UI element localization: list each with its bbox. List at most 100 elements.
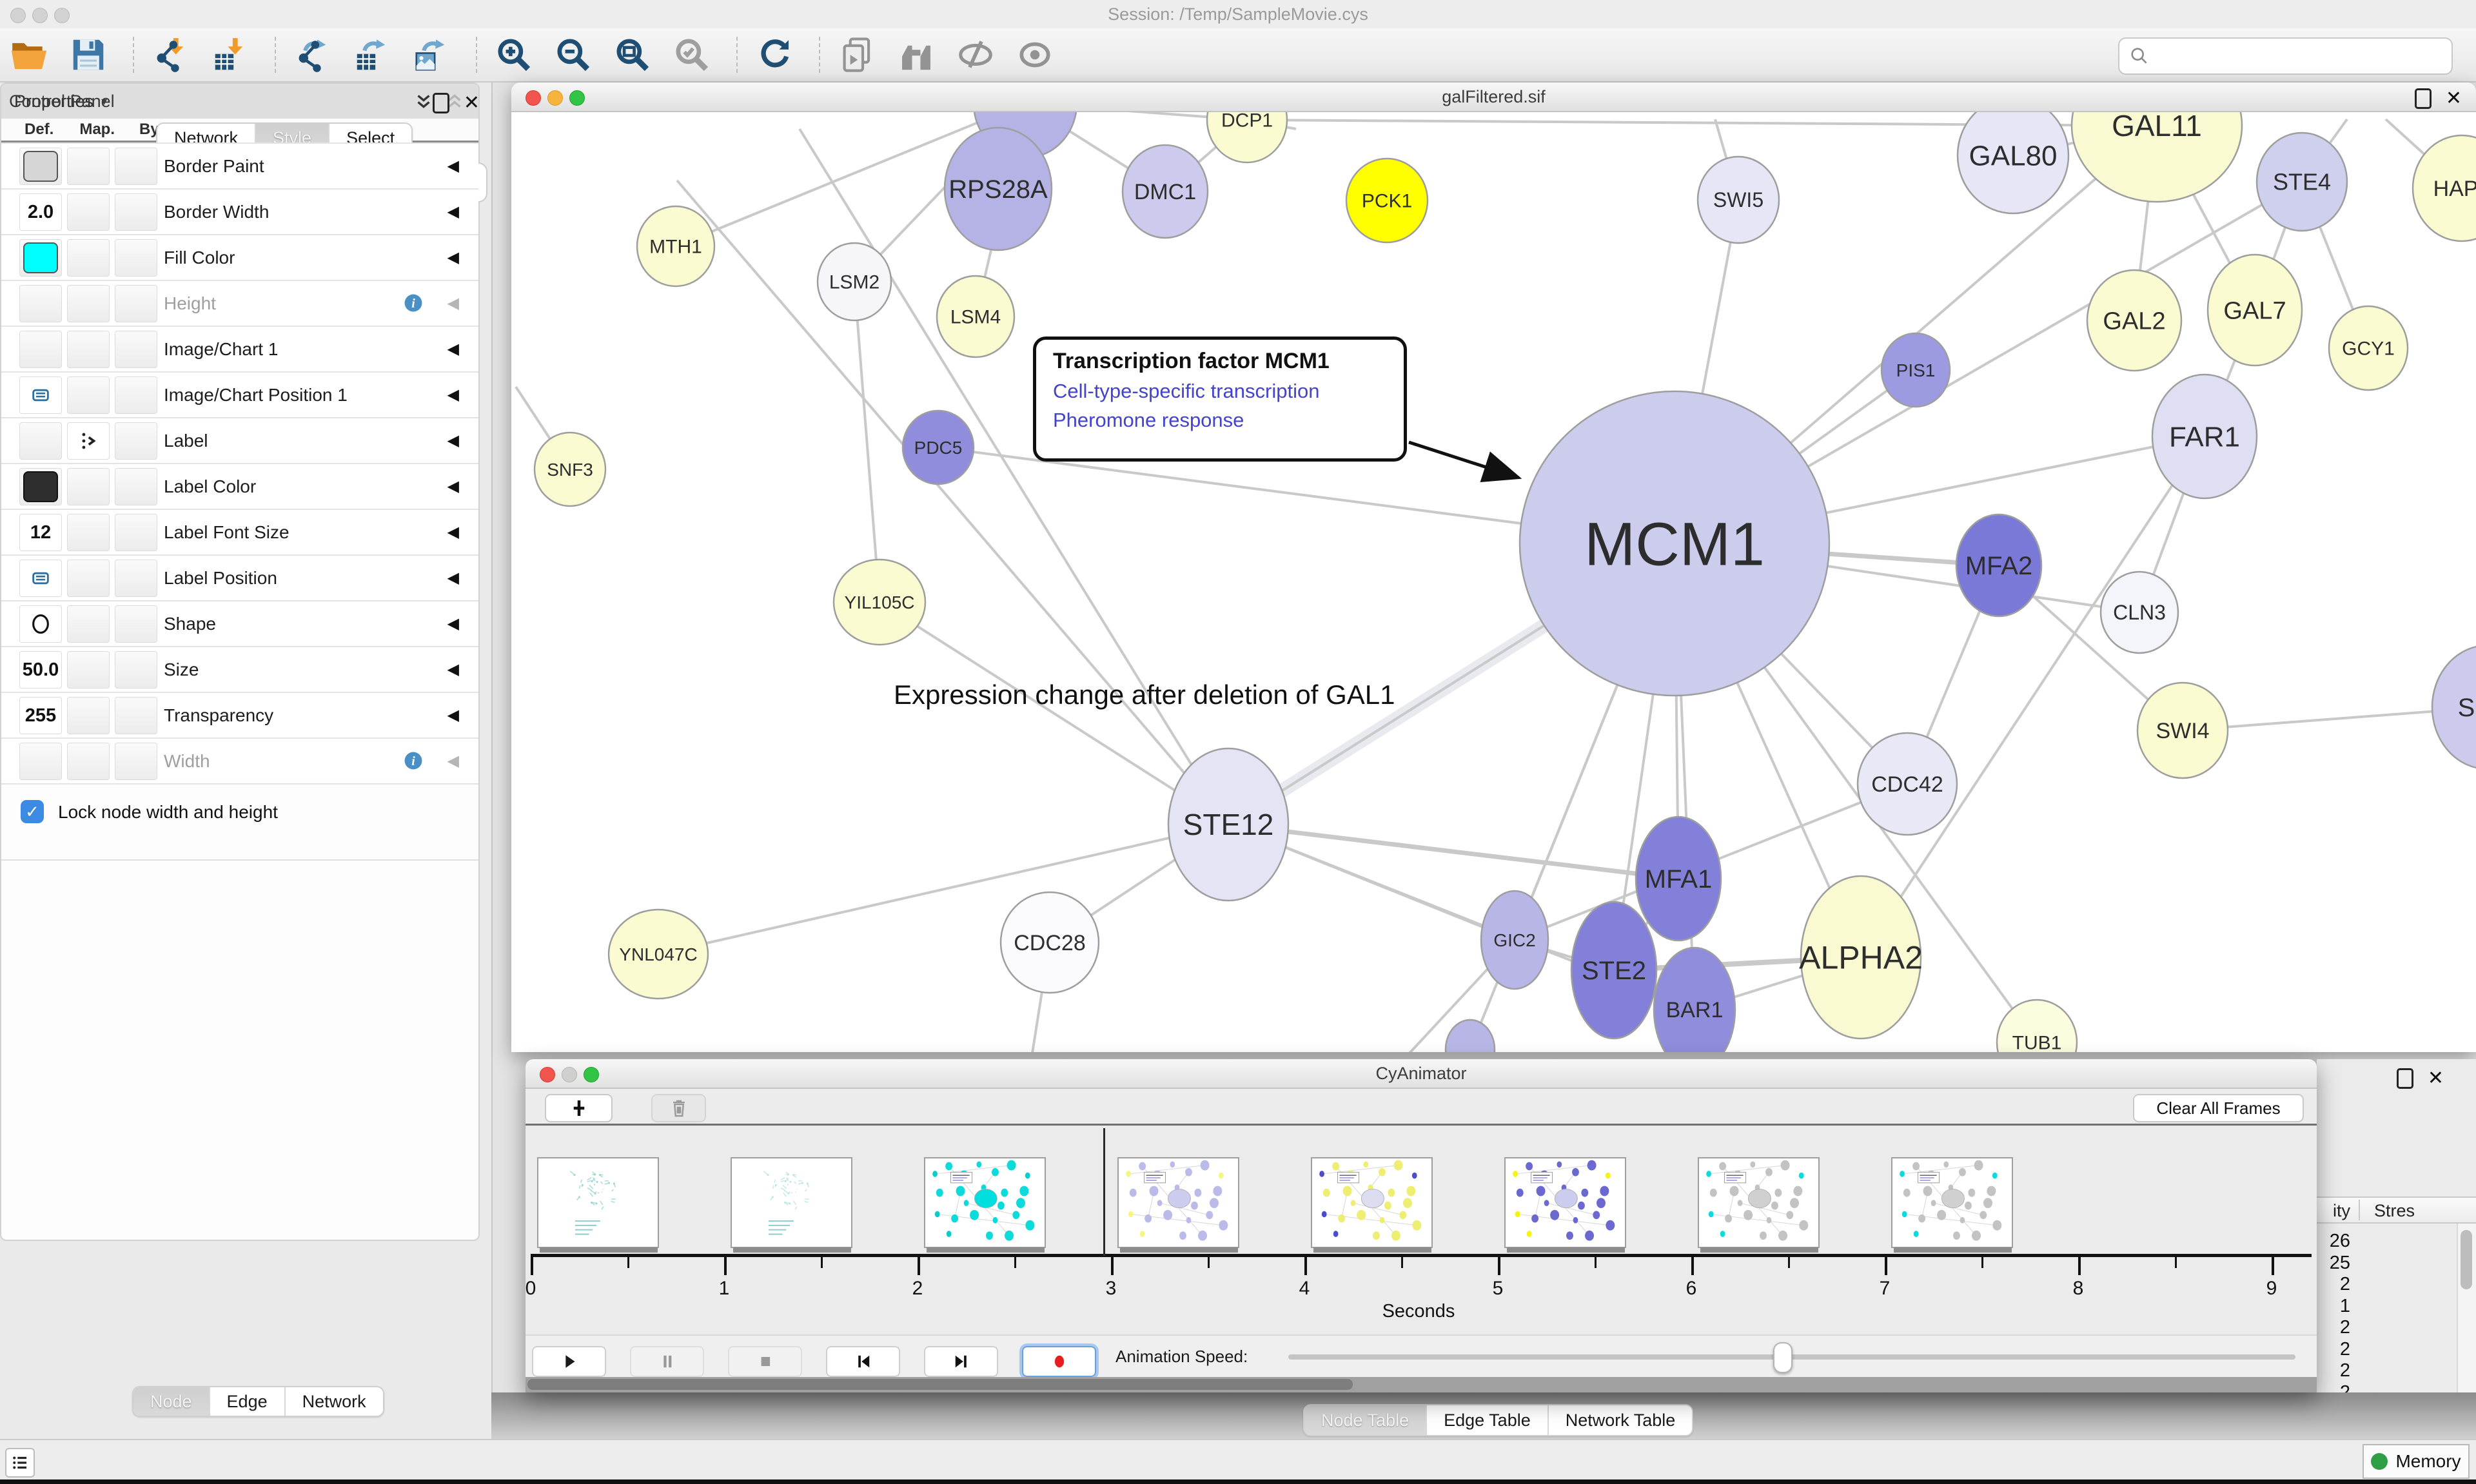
bypass-cell[interactable] bbox=[115, 605, 157, 643]
frame-thumbnail-7[interactable] bbox=[1891, 1157, 2013, 1248]
mapping-cell[interactable] bbox=[67, 239, 110, 277]
bypass-cell[interactable] bbox=[115, 560, 157, 597]
expand-property-icon[interactable]: ◀ bbox=[447, 340, 459, 358]
network-node-pdc5[interactable] bbox=[901, 409, 975, 485]
expand-property-icon[interactable]: ◀ bbox=[447, 386, 459, 404]
property-row[interactable]: Border Paint ◀ bbox=[1, 142, 478, 188]
expand-property-icon[interactable]: ◀ bbox=[447, 432, 459, 449]
network-node-lsm4[interactable] bbox=[936, 275, 1016, 358]
bypass-cell[interactable] bbox=[115, 651, 157, 688]
playhead[interactable] bbox=[1103, 1128, 1105, 1256]
network-node-gic2[interactable] bbox=[1480, 890, 1549, 990]
float-view-icon[interactable] bbox=[2414, 88, 2432, 109]
network-node-swi4[interactable] bbox=[2136, 681, 2229, 779]
frame-thumbnail-1[interactable] bbox=[731, 1157, 852, 1248]
network-node-cln3[interactable] bbox=[2099, 571, 2179, 654]
network-node-ste4[interactable] bbox=[2255, 132, 2348, 232]
zoom-in-icon[interactable] bbox=[494, 35, 534, 75]
network-node-gal2[interactable] bbox=[2086, 269, 2183, 372]
zoom-fit-icon[interactable] bbox=[613, 35, 653, 75]
expand-property-icon[interactable]: ◀ bbox=[447, 295, 459, 312]
network-node-cdc28[interactable] bbox=[999, 891, 1100, 994]
network-node-ynl047c[interactable] bbox=[607, 908, 709, 1000]
mapping-cell[interactable] bbox=[67, 514, 110, 551]
expand-property-icon[interactable]: ◀ bbox=[447, 752, 459, 770]
bypass-cell[interactable] bbox=[115, 697, 157, 734]
table-row[interactable]: 2 bbox=[2339, 1338, 2350, 1360]
property-row[interactable]: Label ◀ bbox=[1, 417, 478, 463]
expand-property-icon[interactable]: ◀ bbox=[447, 157, 459, 175]
default-value-cell[interactable]: 50.0 bbox=[19, 651, 62, 688]
tab-network-bottom[interactable]: Network bbox=[285, 1387, 383, 1416]
network-node-ste12[interactable] bbox=[1167, 747, 1290, 902]
export-network-icon[interactable] bbox=[293, 35, 333, 75]
network-node-swi5[interactable] bbox=[1696, 155, 1780, 244]
network-node-slt2[interactable] bbox=[2431, 645, 2476, 769]
network-node-mcm1[interactable] bbox=[1518, 390, 1831, 697]
add-frame-button[interactable] bbox=[545, 1094, 613, 1122]
network-node-cdc42[interactable] bbox=[1856, 732, 1958, 836]
table-row[interactable]: 2 bbox=[2339, 1274, 2350, 1294]
network-node-lsm2[interactable] bbox=[816, 242, 892, 322]
network-node-far1[interactable] bbox=[2151, 373, 2258, 500]
close-table-icon[interactable]: ✕ bbox=[2427, 1068, 2444, 1089]
network-edge[interactable] bbox=[878, 601, 1230, 826]
mapping-cell[interactable] bbox=[67, 560, 110, 597]
close-window-icon[interactable] bbox=[10, 8, 26, 23]
mapping-cell[interactable] bbox=[67, 422, 110, 460]
frame-thumbnail-4[interactable] bbox=[1311, 1157, 1433, 1248]
tab-edge[interactable]: Edge bbox=[210, 1387, 286, 1416]
property-row[interactable]: Width i ◀ bbox=[1, 737, 478, 783]
bypass-cell[interactable] bbox=[115, 422, 157, 460]
speed-slider-thumb[interactable] bbox=[1773, 1342, 1793, 1373]
property-row[interactable]: 50.0 Size ◀ bbox=[1, 646, 478, 692]
network-node-dcp1[interactable] bbox=[1206, 112, 1288, 164]
mapping-cell[interactable] bbox=[67, 193, 110, 231]
network-node-alpha2[interactable] bbox=[1800, 875, 1922, 1040]
import-table-icon[interactable] bbox=[210, 35, 250, 75]
info-icon[interactable]: i bbox=[402, 292, 424, 314]
default-value-cell[interactable]: 2.0 bbox=[19, 193, 62, 231]
frame-thumbnail-5[interactable] bbox=[1504, 1157, 1626, 1248]
expand-property-icon[interactable]: ◀ bbox=[447, 523, 459, 541]
network-node-dmc1[interactable] bbox=[1121, 144, 1209, 239]
network-window-titlebar[interactable]: galFiltered.sif ✕ bbox=[511, 83, 2476, 112]
mapping-cell[interactable] bbox=[67, 468, 110, 505]
bypass-cell[interactable] bbox=[115, 285, 157, 322]
mapping-cell[interactable] bbox=[67, 605, 110, 643]
table-row[interactable]: 26 bbox=[2329, 1231, 2350, 1251]
bypass-cell[interactable] bbox=[115, 376, 157, 414]
import-network-icon[interactable] bbox=[151, 35, 191, 75]
network-node-ste2[interactable] bbox=[1570, 901, 1658, 1040]
default-value-cell[interactable] bbox=[19, 743, 62, 780]
table-row[interactable]: 2 bbox=[2339, 1317, 2350, 1338]
clear-all-frames-button[interactable]: Clear All Frames bbox=[2133, 1094, 2304, 1122]
network-node-gal11[interactable] bbox=[2070, 112, 2243, 203]
table-row[interactable]: 25 bbox=[2329, 1252, 2350, 1273]
network-node-tub1[interactable] bbox=[1996, 999, 2078, 1052]
network-node-pck1[interactable] bbox=[1345, 157, 1429, 244]
minimize-window-icon[interactable] bbox=[32, 8, 48, 23]
expand-property-icon[interactable]: ◀ bbox=[447, 569, 459, 587]
tab-node[interactable]: Node bbox=[133, 1387, 210, 1416]
minimize-icon[interactable] bbox=[547, 90, 563, 106]
network-node-gal7[interactable] bbox=[2206, 253, 2303, 367]
expand-property-icon[interactable]: ◀ bbox=[447, 661, 459, 678]
info-icon[interactable]: i bbox=[402, 750, 424, 772]
export-table-icon[interactable] bbox=[352, 35, 392, 75]
bypass-cell[interactable] bbox=[115, 468, 157, 505]
close-panel-icon[interactable]: ✕ bbox=[463, 92, 480, 113]
save-session-icon[interactable] bbox=[68, 35, 108, 75]
default-value-cell[interactable] bbox=[19, 376, 62, 414]
expand-property-icon[interactable]: ◀ bbox=[447, 203, 459, 220]
scrollbar-thumb[interactable] bbox=[2461, 1230, 2472, 1289]
mcm1-annotation[interactable]: Transcription factor MCM1 Cell-type-spec… bbox=[1033, 337, 1407, 462]
property-row[interactable]: 255 Transparency ◀ bbox=[1, 692, 478, 737]
table-header[interactable]: ity Stres bbox=[2317, 1196, 2476, 1224]
mapping-cell[interactable] bbox=[67, 331, 110, 368]
properties-header[interactable]: Properties ▾ bbox=[1, 84, 478, 119]
table-row[interactable]: 2 bbox=[2339, 1360, 2350, 1381]
network-node-mth1[interactable] bbox=[636, 205, 716, 288]
float-panel-icon[interactable] bbox=[432, 93, 449, 113]
default-value-cell[interactable] bbox=[19, 239, 62, 277]
